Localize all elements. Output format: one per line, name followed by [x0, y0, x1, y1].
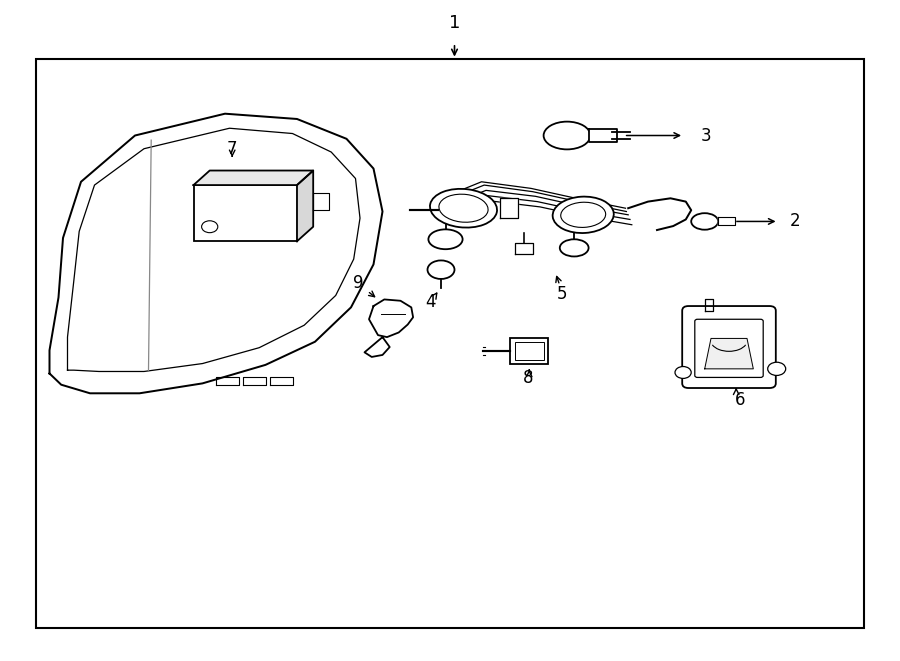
Polygon shape [369, 299, 413, 337]
Text: 5: 5 [557, 285, 568, 303]
Text: 8: 8 [523, 369, 534, 387]
Circle shape [675, 366, 691, 378]
Ellipse shape [691, 213, 718, 229]
Ellipse shape [553, 196, 614, 233]
Ellipse shape [439, 194, 488, 222]
Ellipse shape [430, 189, 497, 227]
Bar [36, 59, 864, 628]
Text: 1: 1 [449, 14, 460, 32]
Ellipse shape [561, 202, 606, 227]
FancyBboxPatch shape [682, 306, 776, 388]
Ellipse shape [560, 239, 589, 256]
Circle shape [202, 221, 218, 233]
Circle shape [768, 362, 786, 375]
Polygon shape [313, 193, 329, 210]
Ellipse shape [428, 229, 463, 249]
Bar [515, 342, 544, 360]
Polygon shape [194, 171, 313, 185]
Ellipse shape [428, 260, 454, 279]
FancyBboxPatch shape [695, 319, 763, 377]
Text: 3: 3 [700, 126, 711, 145]
Polygon shape [50, 114, 382, 393]
Polygon shape [515, 243, 533, 254]
Text: 7: 7 [227, 139, 238, 158]
Text: 4: 4 [425, 293, 436, 311]
Polygon shape [297, 171, 313, 241]
Bar [510, 338, 548, 364]
Text: 6: 6 [734, 391, 745, 409]
Polygon shape [589, 129, 617, 142]
Ellipse shape [544, 122, 590, 149]
Bar [194, 185, 297, 241]
Text: 2: 2 [790, 212, 801, 231]
Polygon shape [364, 337, 390, 357]
Polygon shape [500, 198, 518, 218]
Polygon shape [718, 217, 735, 225]
Polygon shape [705, 338, 753, 369]
Text: 9: 9 [353, 274, 364, 292]
